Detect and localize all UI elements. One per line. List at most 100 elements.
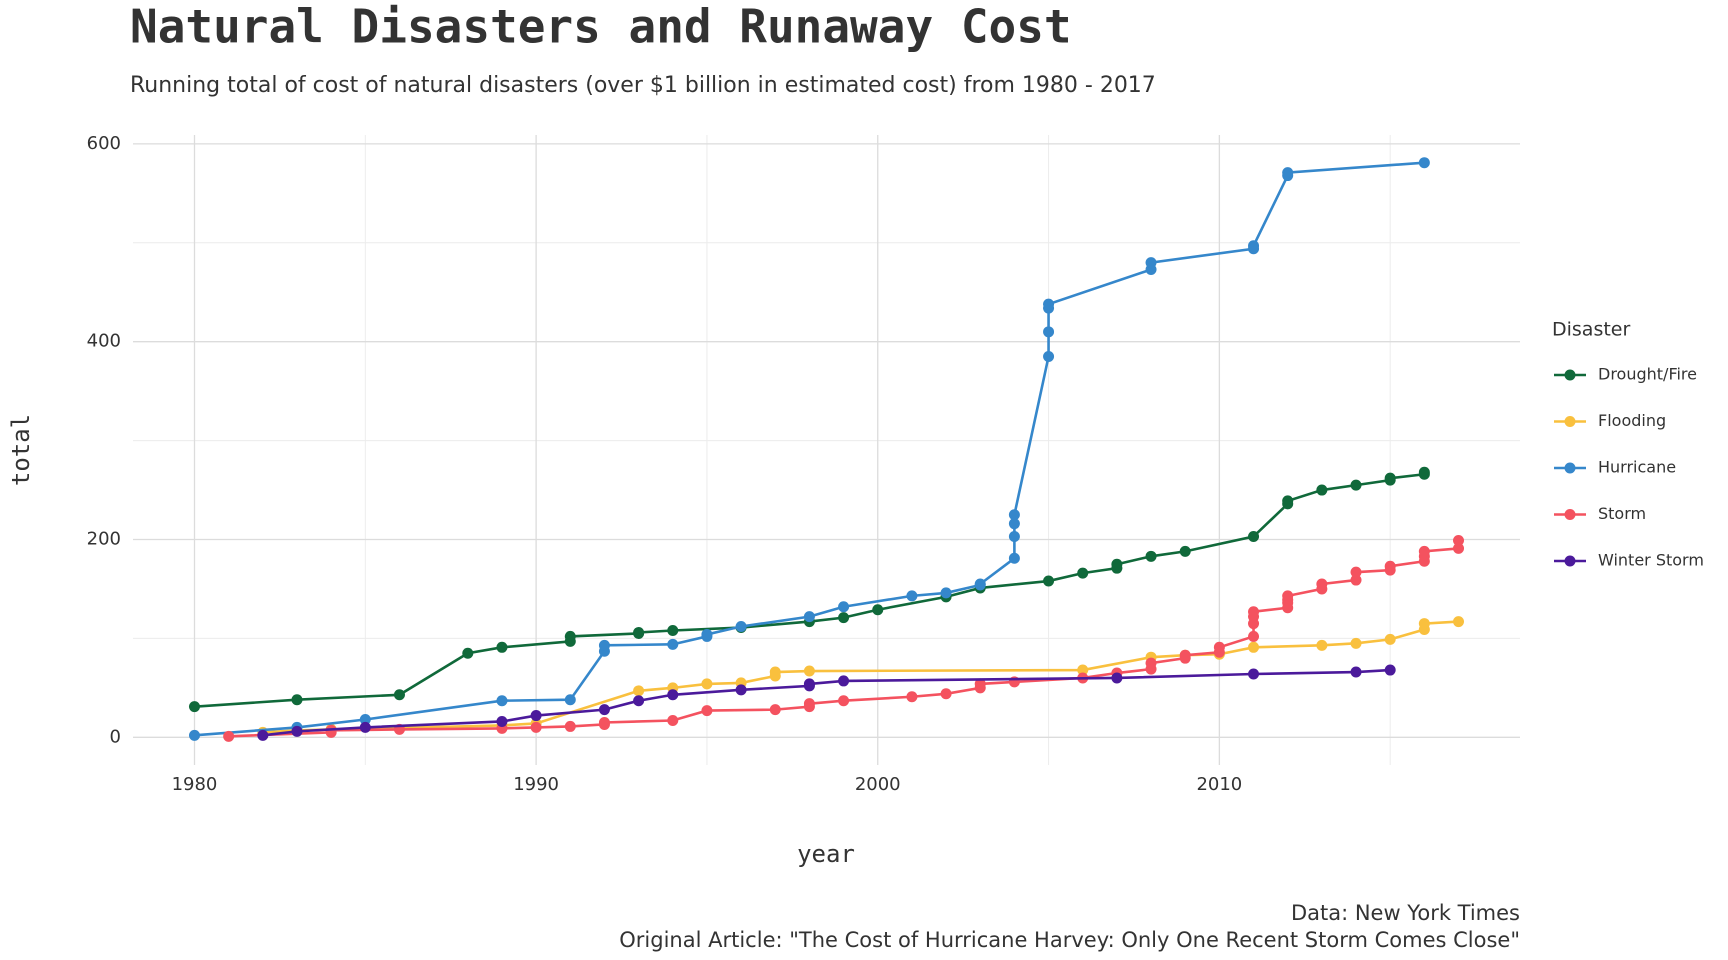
data-point: [564, 694, 576, 706]
data-point: [598, 704, 610, 716]
data-point: [1077, 567, 1089, 579]
y-tick-label: 400: [87, 331, 121, 352]
data-point: [906, 590, 918, 602]
data-point: [667, 624, 679, 636]
data-point: [1453, 542, 1465, 554]
data-point: [1179, 649, 1191, 661]
legend-label: Flooding: [1598, 411, 1666, 430]
data-point: [291, 725, 303, 737]
data-point: [803, 611, 815, 623]
data-point: [701, 705, 713, 717]
data-point: [906, 691, 918, 703]
y-tick-label: 0: [110, 726, 121, 747]
data-point: [974, 578, 986, 590]
x-tick-label: 2000: [855, 774, 901, 795]
data-point: [1043, 575, 1055, 587]
data-point: [1350, 479, 1362, 491]
data-point: [1316, 484, 1328, 496]
caption: Original Article: "The Cost of Hurricane…: [619, 928, 1520, 952]
data-point: [803, 698, 815, 710]
data-point: [1248, 240, 1260, 252]
data-point: [1043, 351, 1055, 363]
data-point: [1282, 167, 1294, 179]
legend-marker: [1564, 416, 1576, 427]
data-point: [1350, 666, 1362, 678]
data-point: [1145, 550, 1157, 562]
data-point: [667, 714, 679, 726]
legend-label: Drought/Fire: [1598, 365, 1697, 384]
x-tick-label: 2010: [1196, 774, 1242, 795]
data-point: [598, 716, 610, 728]
x-tick-label: 1990: [513, 774, 559, 795]
data-point: [940, 587, 952, 599]
data-point: [530, 710, 542, 722]
data-point: [838, 612, 850, 624]
data-point: [633, 626, 645, 638]
data-point: [1418, 157, 1430, 169]
data-point: [1453, 534, 1465, 546]
data-point: [1418, 466, 1430, 478]
data-point: [803, 678, 815, 690]
chart-subtitle: Running total of cost of natural disaste…: [130, 73, 1156, 98]
data-point: [1453, 616, 1465, 628]
y-axis-title: total: [7, 414, 35, 486]
data-point: [633, 695, 645, 707]
data-point: [462, 647, 474, 659]
data-point: [1248, 606, 1260, 618]
data-point: [1316, 639, 1328, 651]
x-axis-title: year: [797, 840, 855, 868]
data-point: [1008, 518, 1020, 530]
data-point: [872, 604, 884, 616]
data-point: [1008, 552, 1020, 564]
legend-marker: [1564, 369, 1576, 381]
y-tick-label: 600: [87, 133, 121, 154]
data-point: [564, 630, 576, 642]
data-point: [1145, 657, 1157, 669]
legend-label: Storm: [1598, 504, 1646, 523]
data-point: [1077, 664, 1089, 676]
data-point: [1008, 531, 1020, 543]
data-point: [838, 601, 850, 613]
legend-label: Winter Storm: [1598, 551, 1704, 570]
data-point: [1350, 574, 1362, 586]
data-point: [735, 684, 747, 696]
data-point: [1248, 630, 1260, 642]
data-point: [188, 701, 200, 713]
data-point: [1384, 560, 1396, 572]
data-point: [1145, 257, 1157, 269]
series-line: [262, 668, 1391, 737]
y-tick-label: 200: [87, 529, 121, 550]
x-tick-label: 1980: [172, 774, 218, 795]
data-point: [1384, 633, 1396, 645]
data-point: [393, 689, 405, 701]
data-point: [633, 685, 645, 697]
data-point: [1316, 578, 1328, 590]
data-point: [496, 715, 508, 727]
data-point: [701, 678, 713, 690]
data-point: [1213, 641, 1225, 653]
data-point: [1418, 618, 1430, 630]
data-point: [735, 621, 747, 633]
data-point: [1248, 668, 1260, 680]
data-point: [530, 721, 542, 733]
chart-title: Natural Disasters and Runaway Cost: [130, 0, 1072, 54]
data-point: [1111, 558, 1123, 570]
data-point: [1043, 326, 1055, 338]
data-point: [496, 695, 508, 707]
legend-label: Hurricane: [1598, 458, 1676, 477]
data-point: [223, 730, 235, 742]
data-point: [1350, 637, 1362, 649]
data-point: [974, 678, 986, 690]
data-point: [1350, 566, 1362, 578]
data-point: [359, 714, 371, 726]
data-point: [803, 665, 815, 677]
data-point: [838, 675, 850, 687]
data-point: [257, 729, 269, 741]
legend-marker: [1564, 462, 1576, 474]
data-point: [667, 638, 679, 650]
data-point: [1043, 298, 1055, 310]
data-point: [598, 639, 610, 651]
data-point: [1384, 664, 1396, 676]
data-point: [1248, 641, 1260, 653]
